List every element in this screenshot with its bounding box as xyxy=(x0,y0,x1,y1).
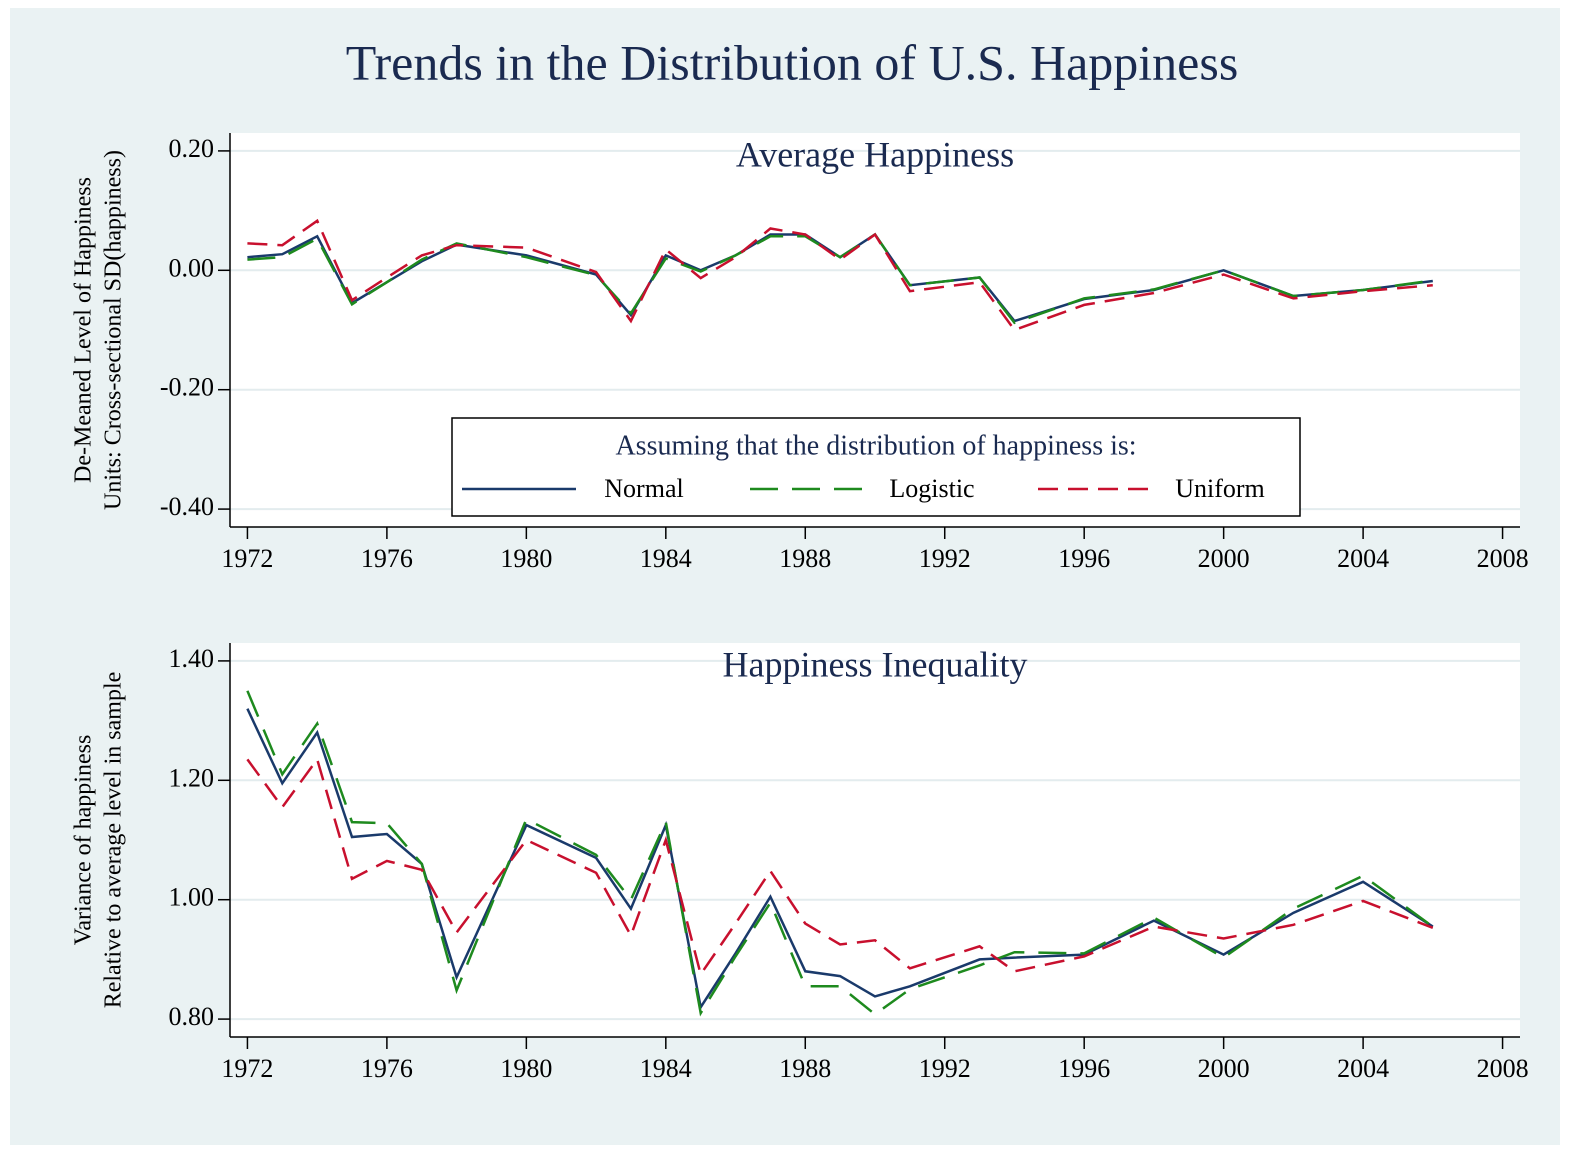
x-tick-label: 2004 xyxy=(1337,1054,1389,1083)
legend-label: Logistic xyxy=(889,474,974,503)
y-tick-label: -0.20 xyxy=(160,373,214,402)
series-line xyxy=(247,218,1433,332)
y-axis-label: Variance of happiness xyxy=(71,735,97,946)
x-tick-label: 1996 xyxy=(1058,1054,1110,1083)
y-tick-label: 1.20 xyxy=(169,763,215,792)
y-tick-label: 1.40 xyxy=(169,644,215,673)
legend-box xyxy=(451,417,1301,517)
series-line xyxy=(247,232,1433,323)
x-tick-label: 1988 xyxy=(779,1054,831,1083)
x-tick-label: 1984 xyxy=(640,1054,692,1083)
x-tick-label: 2000 xyxy=(1198,544,1250,573)
x-tick-label: 1992 xyxy=(919,544,971,573)
y-axis-label: Units: Cross-sectional SD(happiness) xyxy=(101,150,127,510)
x-tick-label: 2008 xyxy=(1477,1054,1529,1083)
x-tick-label: 1980 xyxy=(500,1054,552,1083)
legend-label: Uniform xyxy=(1175,474,1265,503)
x-tick-label: 1976 xyxy=(361,544,413,573)
y-tick-label: 0.00 xyxy=(169,253,215,282)
panel-title: Average Happiness xyxy=(736,134,1014,174)
y-axis-label: De-Meaned Level of Happiness xyxy=(71,177,97,483)
x-tick-label: 1980 xyxy=(500,544,552,573)
y-tick-label: -0.40 xyxy=(160,492,214,521)
legend: Assuming that the distribution of happin… xyxy=(451,417,1301,517)
series-line xyxy=(246,756,1434,978)
legend-label: Normal xyxy=(604,474,683,503)
x-tick-label: 1972 xyxy=(221,1054,273,1083)
series-line xyxy=(246,708,1434,1011)
y-tick-label: 0.20 xyxy=(169,134,215,163)
y-tick-label: 1.00 xyxy=(169,883,215,912)
x-tick-label: 2000 xyxy=(1198,1054,1250,1083)
main-title: Trends in the Distribution of U.S. Happi… xyxy=(346,34,1239,90)
x-tick-label: 1972 xyxy=(221,544,273,573)
x-tick-label: 1988 xyxy=(779,544,831,573)
x-tick-label: 1996 xyxy=(1058,544,1110,573)
y-tick-label: 0.80 xyxy=(169,1002,215,1031)
legend-title: Assuming that the distribution of happin… xyxy=(615,430,1136,461)
plot-area xyxy=(230,643,1520,1037)
x-tick-label: 1992 xyxy=(919,1054,971,1083)
x-tick-label: 2004 xyxy=(1337,544,1389,573)
series-line xyxy=(246,690,1434,1017)
x-tick-label: 1984 xyxy=(640,544,692,573)
panel-title: Happiness Inequality xyxy=(723,644,1028,684)
y-axis-label: Relative to average level in sample xyxy=(101,672,127,1009)
x-tick-label: 1976 xyxy=(361,1054,413,1083)
x-tick-label: 2008 xyxy=(1477,544,1529,573)
